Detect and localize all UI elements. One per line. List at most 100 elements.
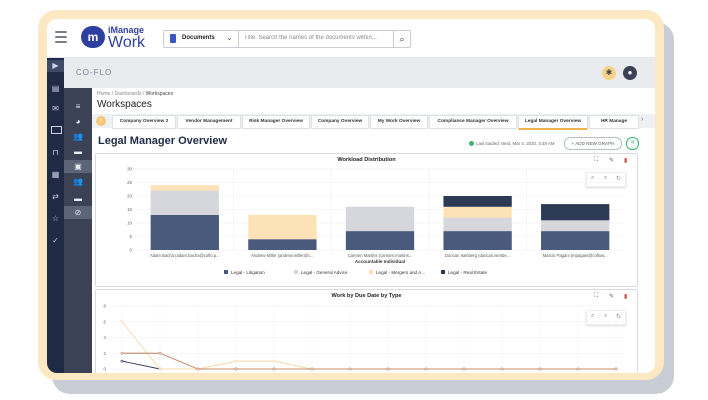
search-input[interactable]: Title: Search the names of the documents… xyxy=(244,35,377,41)
series-point xyxy=(310,367,314,371)
check-icon[interactable]: ⊘ xyxy=(64,206,92,219)
y-tick-label: 0 xyxy=(104,367,107,372)
documents-icon[interactable]: ▤ xyxy=(51,84,60,93)
y-tick-label: 0 xyxy=(130,248,133,253)
home-icon[interactable]: ▶ xyxy=(47,60,64,72)
workload-chart: 0 5 10 15 20 25 30 Adam Bacha (adam.bacha@coflo… xyxy=(127,167,624,275)
bar-segment xyxy=(150,185,219,191)
zoom-in-icon-2[interactable]: ⌕ xyxy=(604,313,608,319)
pie-chart-icon[interactable]: ◕ xyxy=(75,117,81,126)
dashboard-tabs: ‹ Company Overview 2 Vendor Management R… xyxy=(92,114,655,130)
breadcrumb-workspaces: Workspaces xyxy=(145,91,174,97)
series-line xyxy=(122,352,616,370)
tab-my-work-overview[interactable]: My Work Overview xyxy=(370,115,428,129)
bar-segment xyxy=(443,217,512,232)
zoom-in-icon[interactable]: ⌕ xyxy=(604,175,608,181)
tabs-next-icon[interactable]: › xyxy=(641,116,644,123)
search-button[interactable]: ⌕ xyxy=(393,31,410,47)
y-tick-label: 20 xyxy=(127,194,132,199)
zoom-icon-2[interactable]: ⌕ xyxy=(591,313,595,319)
breadcrumb-dashboards[interactable]: Dashboards xyxy=(114,91,142,97)
search-scope-select[interactable]: Documents xyxy=(182,35,215,41)
hamburger-menu-icon[interactable] xyxy=(55,31,67,43)
user-group-icon[interactable]: ● xyxy=(623,66,637,80)
settings-gear-icon[interactable]: ✱ xyxy=(602,66,616,80)
logo-text-bottom: Work xyxy=(108,34,146,51)
series-point xyxy=(424,367,428,371)
bar-segment xyxy=(248,214,317,240)
series-point xyxy=(120,320,124,324)
series-point xyxy=(272,367,276,371)
tab-vendor-management[interactable]: Vendor Management xyxy=(177,115,241,129)
y-tick-label: 30 xyxy=(127,167,132,172)
reset-icon-2[interactable]: ↻ xyxy=(616,314,622,320)
expand-icon-2[interactable]: ⛶ xyxy=(594,293,599,299)
app-bar: CO-FLO ✱ ● xyxy=(64,58,655,88)
tab-compliance-manager-overview[interactable]: Compliance Manager Overview xyxy=(429,115,517,129)
breadcrumb-home[interactable]: Home xyxy=(97,91,111,97)
y-tick-label: 2 xyxy=(104,351,107,356)
y-tick-label: 15 xyxy=(127,207,132,212)
briefcase-icon[interactable]: ⊓ xyxy=(52,148,59,157)
reset-icon[interactable]: ↻ xyxy=(616,176,622,182)
tabs-prev-icon[interactable]: ‹ xyxy=(96,116,106,126)
imanage-logo-icon: m xyxy=(81,26,105,48)
left-nav-rail: ▶ ▤ ✉ ⊓ ▦ ⇄ ☆ ✓ xyxy=(47,58,64,373)
star-icon[interactable]: ☆ xyxy=(51,214,60,223)
y-tick-label: 4 xyxy=(104,335,107,340)
workspace-icon[interactable] xyxy=(51,126,62,134)
bar-segment xyxy=(248,239,317,250)
series-point xyxy=(538,367,542,371)
series-point xyxy=(500,367,504,371)
main-content: Home / Dashboards / Workspaces Workspace… xyxy=(92,88,655,373)
legend-label: Legal - Real Estate xyxy=(448,270,488,275)
folder-icon-2[interactable]: ▬ xyxy=(74,194,82,203)
legend-swatch xyxy=(441,270,445,274)
workload-panel: Workload Distribution ⛶ ✎ ▮ ⌕ ⌕ ↻ 0 5 10 15… xyxy=(95,153,638,287)
status-dot-icon xyxy=(469,141,474,146)
bar-segment xyxy=(443,196,512,207)
bar-segment xyxy=(443,231,512,250)
edit-icon[interactable]: ✎ xyxy=(609,158,615,164)
menu-icon[interactable]: ≡ xyxy=(75,102,81,111)
series-point xyxy=(272,359,276,363)
bar-segment xyxy=(150,190,219,215)
expand-icon[interactable]: ⛶ xyxy=(594,157,599,163)
stack-icon[interactable]: ▣ xyxy=(64,160,92,173)
tab-company-overview[interactable]: Company Overview xyxy=(311,115,369,129)
share-icon[interactable]: ⋖ xyxy=(626,137,639,150)
folder-icon[interactable]: ▬ xyxy=(74,147,82,156)
y-tick-label: 25 xyxy=(127,180,132,185)
mail-icon[interactable]: ✉ xyxy=(52,104,59,113)
delete-icon[interactable]: ▮ xyxy=(624,158,628,164)
tab-legal-manager-overview[interactable]: Legal Manager Overview xyxy=(518,115,588,130)
duedate-chart: 024682020-022020-032020-042020-052020-06… xyxy=(104,304,629,373)
y-tick-label: 8 xyxy=(104,304,107,309)
tab-risk-manager-overview[interactable]: Risk Manager Overview xyxy=(242,115,310,129)
zoom-icon[interactable]: ⌕ xyxy=(591,175,595,181)
check-circle-icon[interactable]: ✓ xyxy=(52,236,59,245)
bar-segment xyxy=(541,231,610,250)
people-icon[interactable]: 👥 xyxy=(73,132,83,141)
legend-swatch xyxy=(369,270,373,274)
chevron-down-icon[interactable]: ⌄ xyxy=(226,33,233,42)
delete-icon-2[interactable]: ▮ xyxy=(624,294,628,300)
tab-company-overview-2[interactable]: Company Overview 2 xyxy=(112,115,176,129)
y-tick-label: 5 xyxy=(130,234,133,239)
folder-people-icon[interactable]: 👥 xyxy=(73,177,83,186)
bar-segment xyxy=(150,214,219,250)
legend-label: Legal - General Advice xyxy=(301,270,348,275)
series-point xyxy=(196,367,200,371)
add-new-graph-button[interactable]: + ADD NEW GRAPH xyxy=(564,137,622,150)
tab-hr-manager[interactable]: HR Manage xyxy=(589,115,639,129)
duedate-panel: Work by Due Date by Type ⛶ ✎ ▮ ⌕ ⌕ ↻ 0 2 4… xyxy=(95,289,638,373)
workload-title: Workload Distribution xyxy=(337,157,396,163)
edit-icon-2[interactable]: ✎ xyxy=(609,294,615,300)
dashboard-title: Legal Manager Overview xyxy=(98,135,227,147)
series-line xyxy=(122,352,616,370)
legend-swatch xyxy=(224,270,228,274)
series-point xyxy=(234,359,238,363)
series-point xyxy=(158,367,162,371)
transfer-icon[interactable]: ⇄ xyxy=(52,192,59,201)
calendar-icon[interactable]: ▦ xyxy=(51,170,60,179)
